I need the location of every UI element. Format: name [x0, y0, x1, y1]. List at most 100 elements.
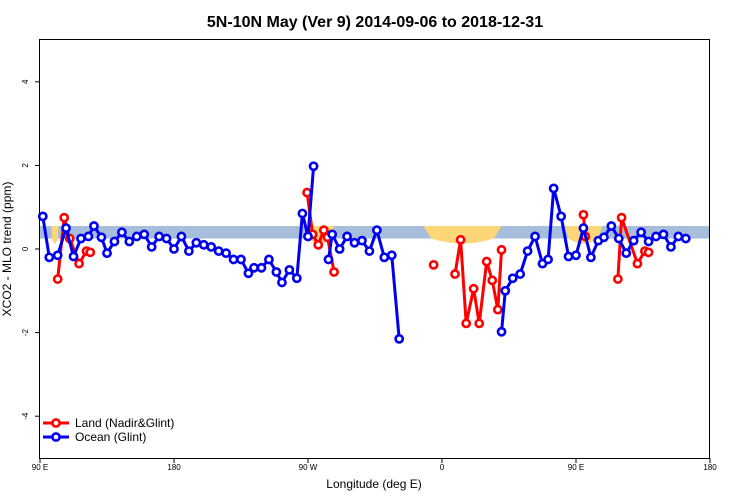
data-point: [284, 264, 295, 275]
data-point: [543, 254, 553, 265]
data-point: [198, 239, 209, 250]
data-point: [461, 318, 472, 329]
data-point: [329, 267, 339, 277]
data-point: [85, 247, 96, 258]
x-tick-label: 180: [703, 463, 717, 472]
legend-label: Ocean (Glint): [75, 430, 146, 444]
data-point: [522, 246, 533, 256]
data-point: [228, 254, 239, 265]
y-tick-label: 2: [21, 163, 30, 168]
data-point: [371, 225, 382, 236]
data-point: [109, 236, 120, 247]
data-point: [386, 250, 397, 261]
data-point: [658, 229, 669, 240]
land-band: [423, 226, 502, 244]
data-point: [394, 333, 405, 344]
data-point: [183, 246, 194, 256]
data-point: [578, 209, 589, 220]
data-point: [556, 211, 567, 222]
data-point: [44, 252, 55, 263]
data-point: [613, 233, 624, 244]
y-tick-label: -4: [21, 412, 30, 420]
x-tick-label: 0: [440, 463, 445, 472]
data-point: [450, 269, 460, 279]
legend-marker: [51, 432, 61, 442]
data-point: [530, 231, 540, 242]
data-point: [264, 254, 274, 265]
data-point: [585, 252, 596, 263]
data-point: [308, 161, 319, 172]
legend-marker: [51, 418, 61, 428]
data-point: [191, 237, 202, 248]
data-point: [342, 231, 352, 242]
data-point: [243, 268, 254, 279]
data-point: [277, 277, 287, 288]
data-point: [52, 250, 63, 261]
data-point: [673, 231, 684, 242]
y-tick-label: 4: [21, 79, 30, 84]
data-point: [236, 254, 246, 265]
data-point: [481, 256, 492, 267]
data-point: [492, 304, 503, 315]
data-point: [271, 267, 282, 277]
data-point: [349, 237, 360, 248]
data-point: [116, 227, 127, 238]
data-point: [680, 233, 691, 244]
data-point: [76, 233, 86, 244]
data-point: [302, 187, 312, 198]
data-point: [161, 233, 172, 244]
y-axis-label: XCO2 - MLO trend (ppm): [0, 182, 14, 317]
data-point: [318, 225, 329, 236]
data-point: [578, 223, 589, 233]
data-point: [96, 232, 107, 243]
data-point: [74, 258, 84, 269]
data-point: [548, 183, 559, 194]
data-point: [500, 285, 511, 296]
data-point: [599, 232, 609, 243]
legend-label: Land (Nadir&Glint): [75, 416, 174, 430]
data-point: [83, 231, 94, 242]
data-point: [428, 259, 439, 270]
data-point: [249, 262, 259, 273]
data-point: [213, 246, 224, 256]
plot-area: [37, 161, 710, 344]
data-point: [297, 208, 308, 219]
data-point: [379, 252, 390, 263]
data-point: [571, 250, 581, 261]
data-point: [124, 236, 135, 247]
data-point: [487, 275, 498, 286]
data-point: [474, 318, 485, 329]
data-point: [169, 244, 179, 254]
data-point: [61, 223, 71, 233]
data-point: [131, 231, 142, 242]
legend: Land (Nadir&Glint)Ocean (Glint): [43, 416, 174, 444]
data-point: [651, 231, 661, 242]
data-point: [68, 251, 79, 262]
data-point: [507, 273, 518, 284]
data-point: [102, 248, 112, 259]
plot-frame: [39, 39, 710, 459]
data-point: [643, 247, 654, 258]
data-point: [468, 283, 479, 294]
data-point: [206, 242, 217, 252]
x-tick-label: 90 E: [568, 463, 584, 472]
data-point: [563, 251, 574, 262]
data-point: [221, 248, 232, 259]
data-point: [334, 244, 345, 254]
data-point: [612, 274, 623, 284]
data-point: [37, 211, 48, 222]
data-point: [515, 269, 526, 279]
data-point: [628, 235, 639, 246]
data-point: [313, 239, 324, 250]
x-axis: 90 E 180 90 W 0 90 E 180: [32, 458, 717, 472]
data-point: [496, 326, 507, 337]
data-point: [364, 246, 375, 256]
x-tick-label: 180: [167, 463, 181, 472]
data-point: [606, 221, 617, 231]
data-point: [496, 244, 507, 255]
series-ocean: [37, 161, 691, 344]
series-land: [52, 187, 654, 329]
y-tick-label: -2: [21, 328, 30, 336]
data-point: [327, 229, 338, 240]
